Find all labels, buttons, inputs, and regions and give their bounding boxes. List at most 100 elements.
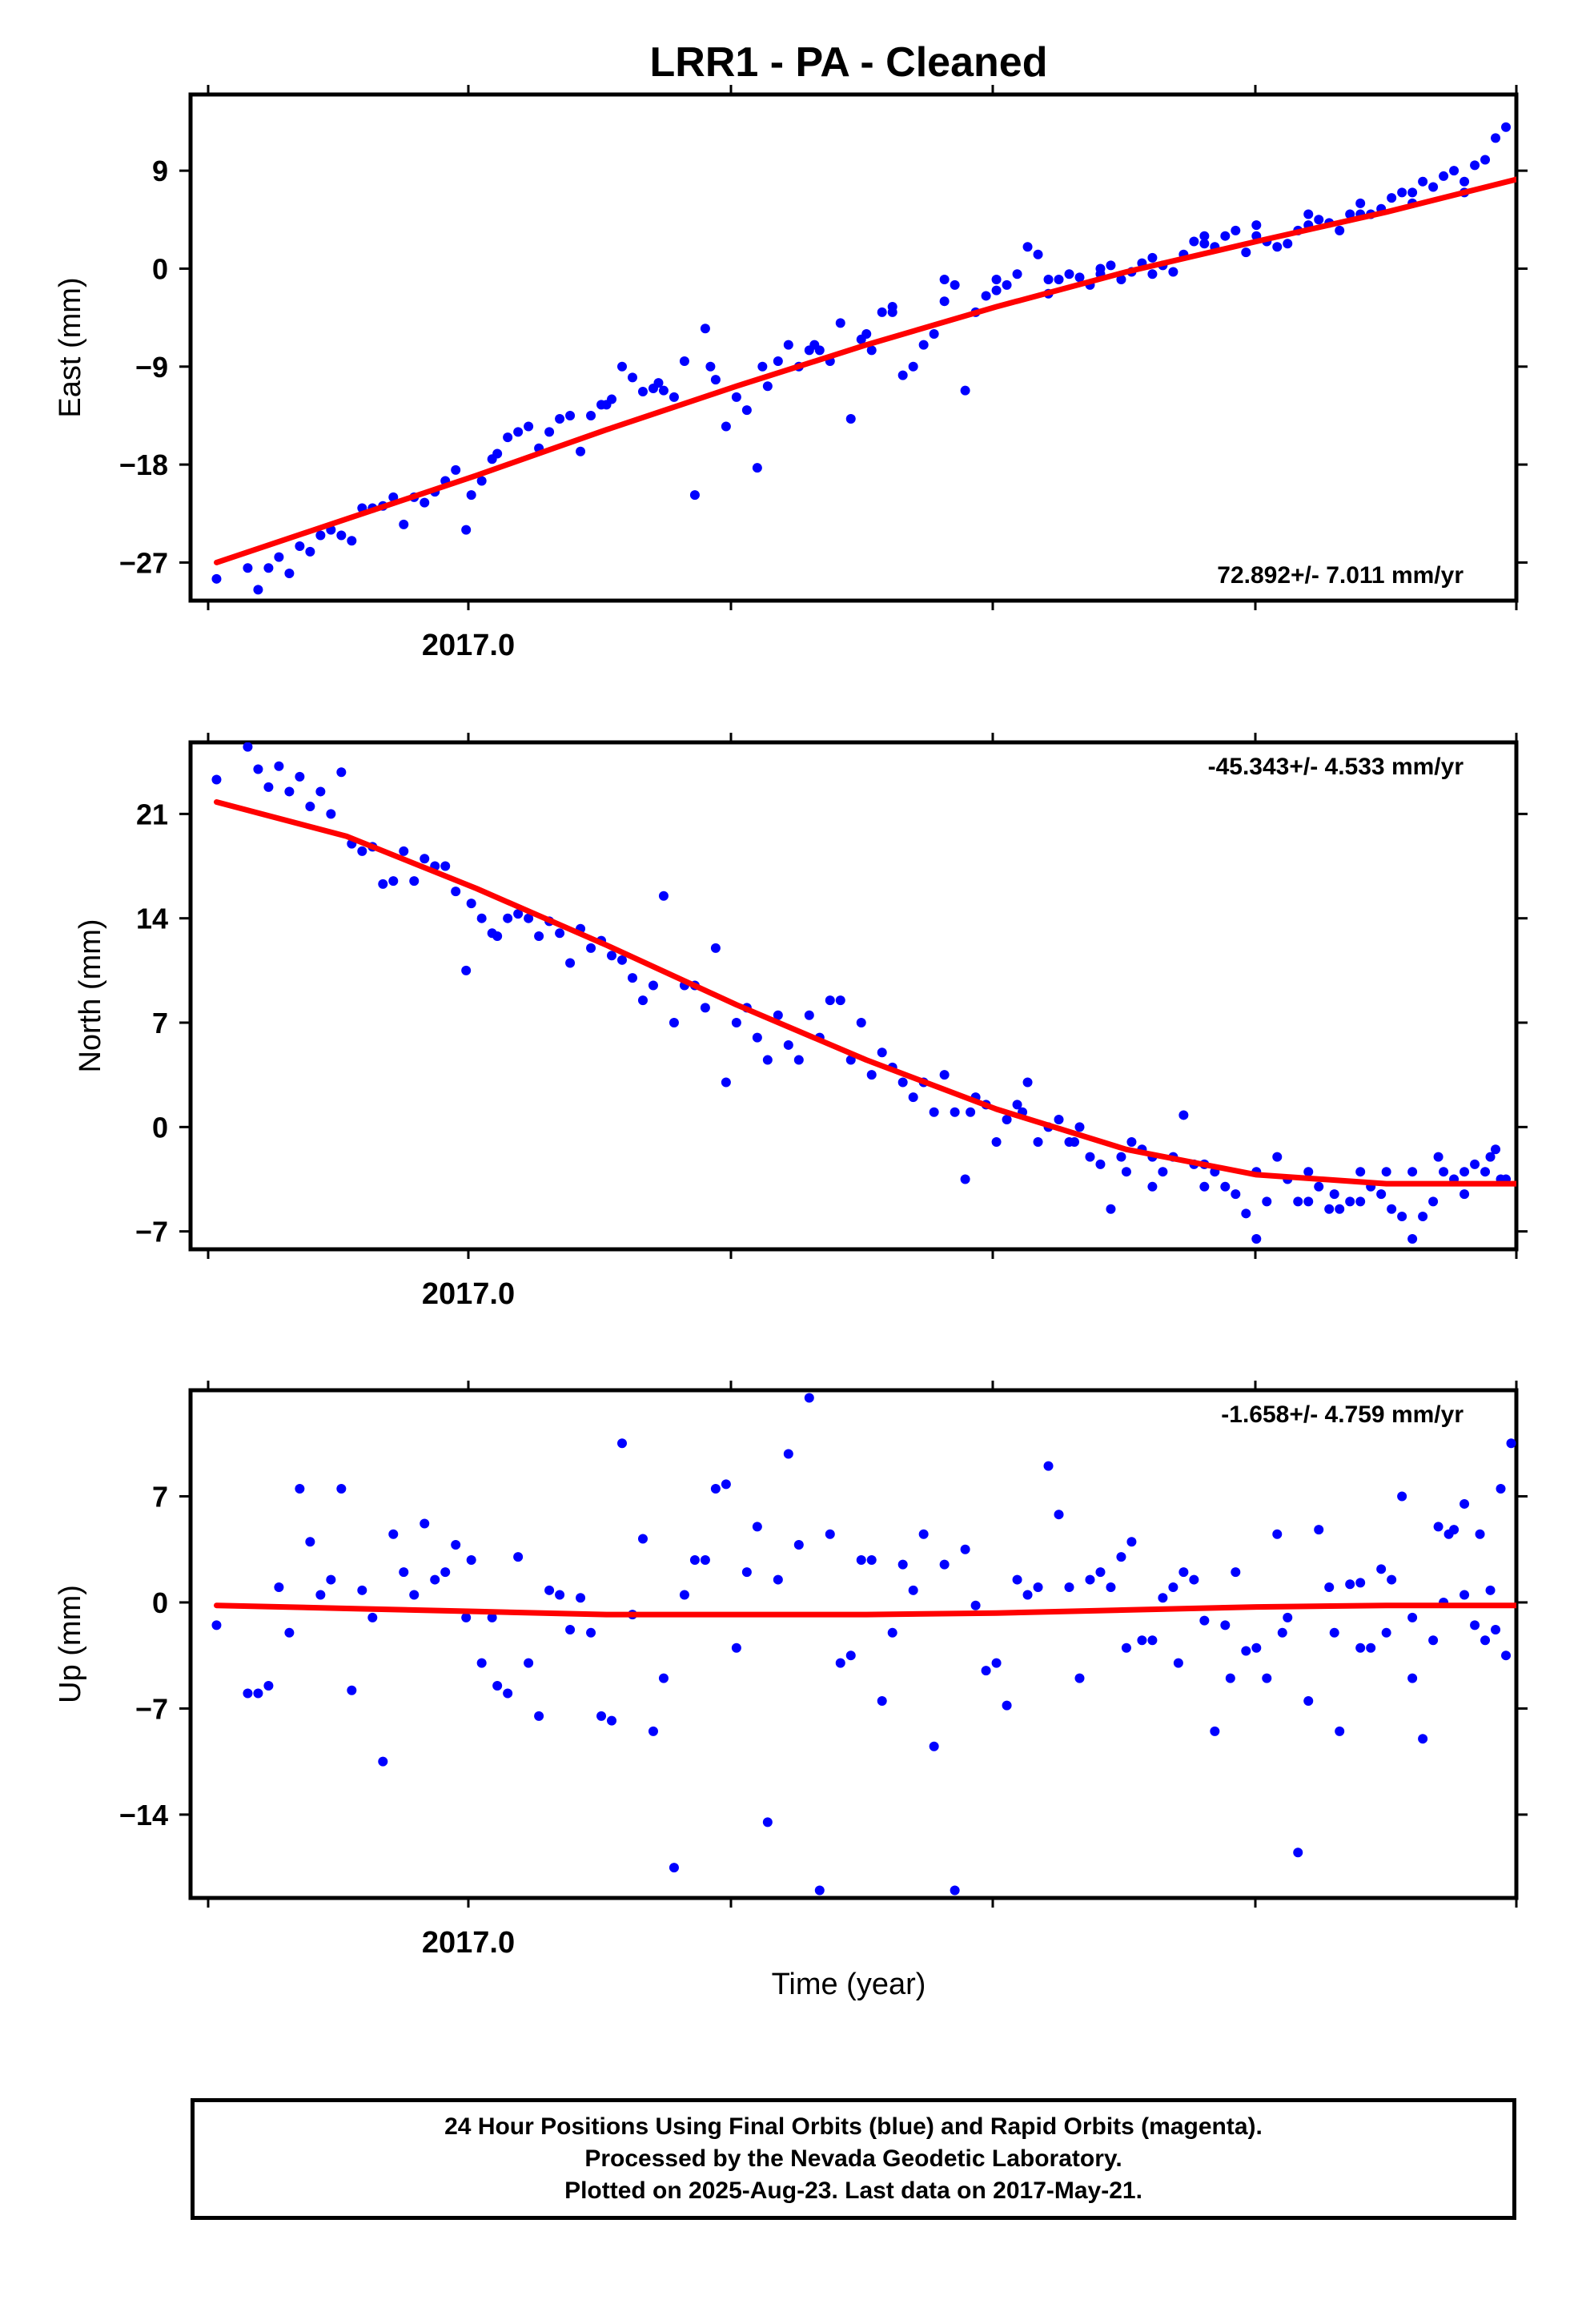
data-point [211, 1620, 222, 1630]
data-point [243, 563, 253, 573]
data-point [476, 1658, 487, 1668]
data-point [1355, 198, 1366, 208]
data-point [856, 1554, 866, 1565]
data-point [524, 421, 534, 432]
data-point [1491, 133, 1501, 143]
data-point [1022, 1590, 1033, 1600]
data-point [939, 1070, 950, 1080]
data-point [1345, 1196, 1355, 1207]
data-point [835, 1658, 845, 1668]
data-point [752, 1522, 762, 1532]
data-point [866, 1554, 877, 1565]
data-point [1345, 1579, 1355, 1590]
data-point [1173, 1658, 1183, 1668]
data-point [1074, 1673, 1085, 1683]
data-point [1095, 263, 1106, 274]
data-point [1137, 1635, 1147, 1646]
data-point [1355, 1578, 1366, 1588]
data-point [336, 767, 347, 778]
data-point [710, 1484, 721, 1494]
data-point [970, 1600, 981, 1610]
data-point [1126, 1537, 1137, 1547]
data-point [721, 421, 731, 432]
data-point [409, 1590, 420, 1600]
data-point [1439, 171, 1449, 181]
data-point [752, 1032, 762, 1043]
data-point [305, 802, 315, 812]
x-tick-label: 2017.0 [422, 1277, 515, 1311]
data-point [466, 899, 476, 909]
data-point [1439, 1167, 1449, 1177]
data-point [1168, 1582, 1178, 1593]
data-point [966, 1107, 976, 1117]
data-point [576, 1593, 586, 1603]
data-point [1460, 1189, 1470, 1200]
data-point [1241, 1646, 1251, 1656]
y-axis-label: North (mm) [74, 919, 107, 1072]
data-point [1064, 1582, 1074, 1593]
data-point [1210, 1726, 1220, 1736]
data-point [1074, 272, 1085, 283]
data-point [1012, 1100, 1022, 1110]
data-point [1002, 1115, 1012, 1125]
data-point [809, 340, 820, 350]
data-point [1303, 1695, 1314, 1706]
data-point [492, 448, 503, 459]
plot-area [211, 1393, 1516, 1896]
data-point [835, 995, 845, 1006]
data-point [1376, 1189, 1387, 1200]
y-tick-label: 0 [152, 252, 168, 285]
data-point [1272, 1152, 1283, 1162]
data-point [1147, 1181, 1158, 1192]
data-point [492, 931, 503, 942]
data-point [284, 786, 295, 797]
data-point [399, 1567, 409, 1578]
data-point [586, 943, 596, 953]
data-point [315, 1590, 326, 1600]
data-point [503, 1688, 513, 1699]
y-tick-label: −7 [135, 1692, 168, 1725]
data-point [773, 356, 783, 366]
data-point [1220, 1181, 1231, 1192]
data-point [336, 1484, 347, 1494]
data-point [1303, 1167, 1314, 1177]
data-point [628, 372, 637, 383]
data-point [487, 1612, 497, 1622]
data-point [908, 1585, 918, 1595]
data-point [1324, 1582, 1335, 1593]
data-point [908, 1092, 918, 1103]
data-point [1251, 1233, 1262, 1244]
north-panel: 2017.0 21 14 7 0 −7 North (mm) -45.343+/- 4.533… [74, 733, 1528, 1311]
data-point [991, 285, 1002, 296]
data-point [617, 361, 628, 372]
data-point [1314, 215, 1324, 225]
data-point [1496, 1484, 1506, 1494]
data-point [679, 356, 689, 366]
y-tick-label: 7 [152, 1007, 168, 1039]
data-point [1033, 1136, 1043, 1147]
data-point [1225, 1673, 1235, 1683]
data-point [284, 569, 295, 579]
x-axis-label: Time (year) [772, 1968, 926, 2001]
data-point [1121, 1167, 1131, 1177]
data-point [476, 476, 487, 486]
data-point [1220, 231, 1231, 241]
data-point [897, 1559, 908, 1570]
data-point [877, 307, 887, 317]
data-point [1022, 242, 1033, 252]
data-point [908, 361, 918, 372]
data-point [1335, 1726, 1345, 1736]
data-point [576, 446, 586, 456]
data-point [544, 1585, 555, 1595]
data-point [1397, 1491, 1407, 1502]
data-point [326, 809, 336, 819]
data-point [1355, 1167, 1366, 1177]
data-point [565, 958, 576, 968]
data-point [648, 1726, 658, 1736]
data-point [1168, 267, 1178, 277]
east-panel: 2017.0 9 0 −9 −18 −27 East (mm) 72.892+/- 7.011… [54, 85, 1528, 662]
data-point [1335, 1204, 1345, 1214]
data-point [1002, 1700, 1012, 1711]
data-point [1381, 1167, 1391, 1177]
data-point [1387, 1574, 1397, 1585]
